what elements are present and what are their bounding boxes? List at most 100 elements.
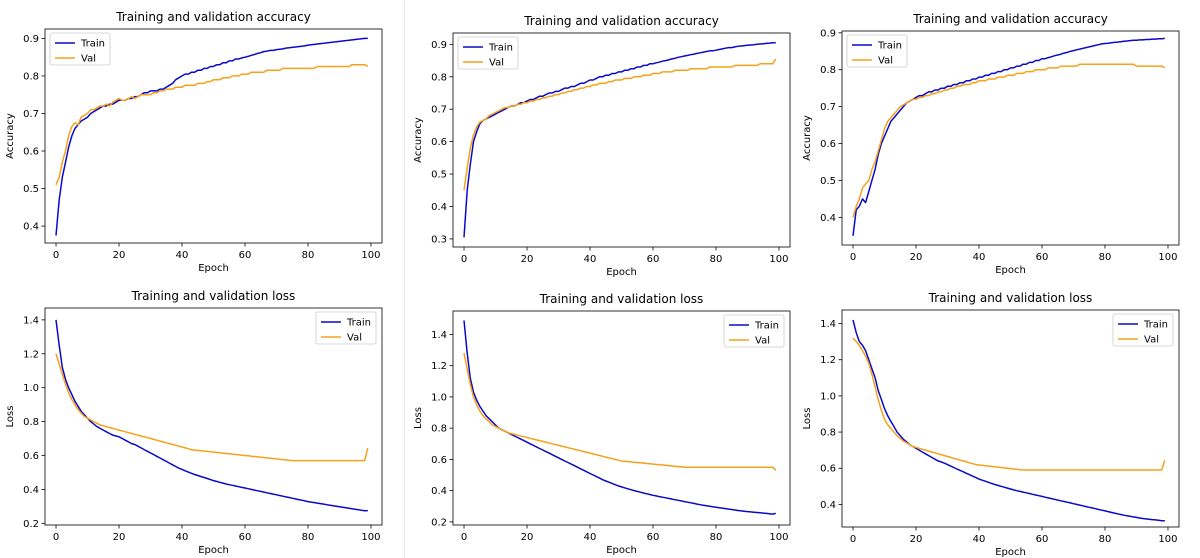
chart-4-legend-box <box>315 311 377 345</box>
chart-4-x-tick-label: 100 <box>361 532 380 543</box>
chart-2-y-tick-label: 0.8 <box>431 72 447 83</box>
chart-5-x-tick-label: 80 <box>710 532 723 543</box>
chart-3-x-tick-label: 80 <box>1099 252 1112 263</box>
chart-3-plot-frame <box>841 30 1180 246</box>
chart-6-x-tick-label: 0 <box>850 534 856 545</box>
chart-4-x-tick-label: 40 <box>176 532 189 543</box>
chart-1-x-tick-label: 100 <box>361 250 380 261</box>
chart-4-legend: Train Val <box>315 311 377 345</box>
chart-2-x-tick-label: 80 <box>710 254 723 265</box>
chart-4-legend-label-train: Train <box>346 318 371 329</box>
chart-1-x-axis-label: Epoch <box>198 263 229 274</box>
chart-5-legend: Train Val <box>723 314 785 348</box>
chart-5-y-tick-label: 0.6 <box>431 455 447 466</box>
chart-3: 0 20 40 60 80 100 0.4 0.5 0.6 0.7 0.8 0.9 Training a… <box>802 12 1180 276</box>
chart-4-x-axis-label: Epoch <box>198 545 229 556</box>
chart-4-y-tick-label: 1.4 <box>23 315 39 326</box>
chart-4-y-tick-label: 0.2 <box>23 519 39 530</box>
chart-1-x-tick-label: 80 <box>302 250 315 261</box>
chart-2-y-axis-label: Accuracy <box>413 117 424 163</box>
chart-5-y-axis-label: Loss <box>413 407 424 429</box>
chart-1-y-tick-label: 0.8 <box>23 71 39 82</box>
chart-6-y-tick-label: 1.4 <box>820 319 836 330</box>
chart-6-y-tick-label: 1.2 <box>820 355 836 366</box>
chart-4-series-val-line <box>55 353 369 462</box>
chart-5-x-axis-label: Epoch <box>606 545 637 556</box>
chart-6-series-train-line <box>852 319 1165 522</box>
chart-2-y-tick-label: 0.9 <box>431 40 447 51</box>
chart-6-y-tick-label: 0.6 <box>820 464 836 475</box>
chart-2-x-tick-label: 0 <box>461 254 467 265</box>
chart-5: 0 20 40 60 80 100 0.2 0.4 0.6 0.8 1.0 1.2 1.4 Trainin… <box>413 292 791 556</box>
chart-2-y-tick-label: 0.5 <box>431 170 447 181</box>
chart-5-y-tick-label: 0.8 <box>431 424 447 435</box>
chart-2-legend-box <box>457 36 519 70</box>
chart-4-title: Training and validation loss <box>131 289 296 303</box>
chart-5-x-tick-label: 0 <box>461 532 467 543</box>
chart-1-y-tick-label: 0.5 <box>23 184 39 195</box>
chart-6-legend-label-val: Val <box>1144 335 1159 346</box>
chart-2-x-tick-label: 100 <box>769 254 788 265</box>
chart-5-y-tick-label: 0.4 <box>431 486 447 497</box>
chart-6-x-axis-label: Epoch <box>995 547 1026 558</box>
chart-5-series-val-line <box>463 353 777 471</box>
chart-1-x-tick-label: 40 <box>176 250 189 261</box>
chart-4-x-tick-label: 80 <box>302 532 315 543</box>
chart-3-series-val-line <box>852 63 1166 218</box>
panel-divider <box>404 0 405 558</box>
chart-2-x-tick-label: 60 <box>647 254 660 265</box>
chart-1-series-val-line <box>55 63 369 186</box>
chart-5-y-tick-label: 1.4 <box>431 330 447 341</box>
chart-5-x-tick-label: 40 <box>584 532 597 543</box>
chart-2-legend: Train Val <box>457 36 519 70</box>
chart-2-x-axis-label: Epoch <box>606 267 637 278</box>
chart-1-x-tick-label: 0 <box>53 250 59 261</box>
chart-6-x-tick-label: 40 <box>973 534 986 545</box>
chart-3-y-tick-label: 0.4 <box>820 213 836 224</box>
chart-1-x-tick-label: 60 <box>239 250 252 261</box>
chart-5-legend-label-train: Train <box>754 321 779 332</box>
chart-1-legend-label-train: Train <box>80 39 105 50</box>
chart-1-legend: Train Val <box>49 32 111 66</box>
chart-5-series-train-line <box>463 320 776 515</box>
chart-6-title: Training and validation loss <box>928 291 1093 305</box>
chart-4-y-tick-label: 0.8 <box>23 417 39 428</box>
chart-1-y-tick-label: 0.4 <box>23 222 39 233</box>
chart-6-y-tick-label: 0.8 <box>820 428 836 439</box>
chart-3-series-train-line <box>852 37 1165 236</box>
chart-3-y-tick-label: 0.8 <box>820 65 836 76</box>
chart-5-plot-frame <box>452 310 791 526</box>
chart-6-y-tick-label: 0.4 <box>820 500 836 511</box>
chart-2-legend-label-train: Train <box>488 43 513 54</box>
chart-4-y-tick-label: 0.6 <box>23 451 39 462</box>
chart-5-legend-label-val: Val <box>755 336 770 347</box>
chart-2-legend-label-val: Val <box>489 58 504 69</box>
chart-2: 0 20 40 60 80 100 0.3 0.4 0.5 0.6 0.7 0.8 0.9 Trainin… <box>413 14 791 278</box>
chart-3-x-tick-label: 20 <box>910 252 923 263</box>
chart-2-x-tick-label: 40 <box>584 254 597 265</box>
chart-4-y-axis-label: Loss <box>5 406 16 428</box>
chart-6-x-tick-label: 80 <box>1099 534 1112 545</box>
chart-3-legend: Train Val <box>846 34 908 68</box>
chart-5-x-tick-label: 60 <box>647 532 660 543</box>
chart-6-x-tick-label: 20 <box>910 534 923 545</box>
chart-2-title: Training and validation accuracy <box>523 14 719 28</box>
chart-6-plot-frame <box>841 309 1180 528</box>
chart-6-series-val-line <box>852 337 1166 471</box>
chart-5-title: Training and validation loss <box>539 292 704 306</box>
chart-3-x-tick-label: 60 <box>1036 252 1049 263</box>
chart-2-y-tick-label: 0.6 <box>431 137 447 148</box>
chart-1-y-tick-label: 0.7 <box>23 109 39 120</box>
chart-1-legend-label-val: Val <box>81 54 96 65</box>
chart-2-series-train-line <box>463 41 776 238</box>
chart-2-x-tick-label: 20 <box>521 254 534 265</box>
chart-4-y-tick-label: 0.4 <box>23 485 39 496</box>
chart-6-legend-box <box>1112 313 1174 347</box>
chart-3-x-tick-label: 40 <box>973 252 986 263</box>
chart-3-x-tick-label: 100 <box>1158 252 1177 263</box>
chart-1-title: Training and validation accuracy <box>115 10 311 24</box>
chart-6-x-tick-label: 100 <box>1158 534 1177 545</box>
chart-6-legend-label-train: Train <box>1143 320 1168 331</box>
chart-4-x-tick-label: 20 <box>113 532 126 543</box>
